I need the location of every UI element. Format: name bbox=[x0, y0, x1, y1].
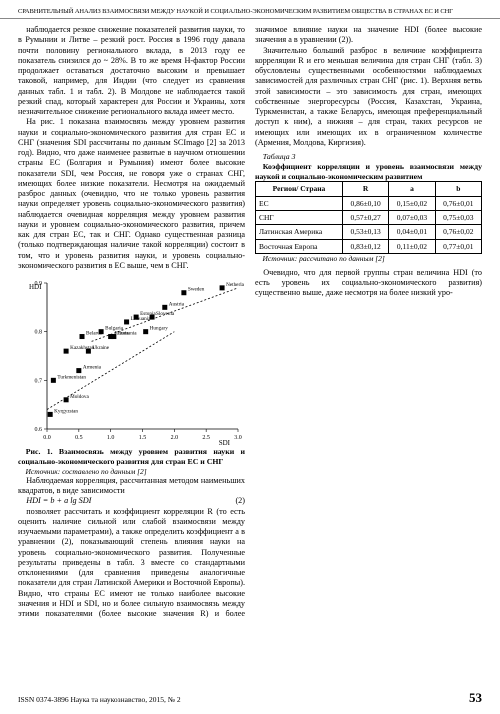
svg-text:Russia: Russia bbox=[115, 331, 130, 337]
paragraph-2: На рис. 1 показана взаимосвязь между уро… bbox=[18, 117, 245, 271]
svg-text:Armenia: Armenia bbox=[83, 365, 102, 371]
svg-text:1.0: 1.0 bbox=[107, 435, 115, 441]
table-cell: 0,11±0,02 bbox=[389, 239, 435, 253]
table-cell: 0,57±0,27 bbox=[342, 211, 388, 225]
svg-text:Sweden: Sweden bbox=[188, 287, 205, 293]
svg-text:SDI: SDI bbox=[219, 439, 231, 447]
table-header-cell: R bbox=[342, 182, 388, 196]
paragraph-1: наблюдается резкое снижение показателей … bbox=[18, 25, 245, 117]
table-cell: Латинская Америка bbox=[256, 225, 343, 239]
formula-number: (2) bbox=[227, 496, 245, 506]
svg-text:1.5: 1.5 bbox=[139, 435, 147, 441]
figure-1-chart: 0.00.51.01.52.02.53.00.60.70.80.9SDIHDIT… bbox=[19, 277, 244, 447]
table-cell: 0,07±0,03 bbox=[389, 211, 435, 225]
svg-text:0.7: 0.7 bbox=[35, 378, 43, 384]
table-cell: 0,76±0,01 bbox=[435, 196, 481, 210]
figure-1: 0.00.51.01.52.02.53.00.60.70.80.9SDIHDIT… bbox=[18, 277, 245, 476]
footer-issn: ISSN 0374-3896 Наука та наукознавство, 2… bbox=[18, 695, 181, 704]
table-cell: 0,53±0,13 bbox=[342, 225, 388, 239]
table-cell: СНГ bbox=[256, 211, 343, 225]
svg-text:Ukraine: Ukraine bbox=[92, 345, 109, 351]
svg-text:Kyrgyzstan: Kyrgyzstan bbox=[54, 409, 78, 415]
formula-2: HDI = b + a lg SDI (2) bbox=[18, 496, 245, 506]
table-3: Регион/ СтранаRabЕС0,86±0,100,15±0,020,7… bbox=[255, 181, 482, 254]
svg-text:Slovenia: Slovenia bbox=[156, 311, 175, 317]
table-cell: 0,04±0,01 bbox=[389, 225, 435, 239]
table-row: Латинская Америка0,53±0,130,04±0,010,76±… bbox=[256, 225, 482, 239]
svg-text:Turkmenistan: Turkmenistan bbox=[57, 374, 86, 380]
svg-text:Hungary: Hungary bbox=[150, 326, 169, 332]
content-columns: наблюдается резкое снижение показателей … bbox=[0, 19, 500, 639]
table-header-cell: Регион/ Страна bbox=[256, 182, 343, 196]
svg-text:2.0: 2.0 bbox=[171, 435, 179, 441]
table-cell: 0,77±0,01 bbox=[435, 239, 481, 253]
page-footer: ISSN 0374-3896 Наука та наукознавство, 2… bbox=[18, 690, 482, 706]
table-cell: 0,83±0,12 bbox=[342, 239, 388, 253]
table-3-source: Источник: рассчитано по данным [2] bbox=[255, 254, 482, 263]
svg-text:Kazakhstan: Kazakhstan bbox=[70, 345, 95, 351]
svg-text:0.8: 0.8 bbox=[35, 330, 43, 336]
table-cell: 0,15±0,02 bbox=[389, 196, 435, 210]
svg-text:HDI: HDI bbox=[29, 283, 42, 291]
svg-text:Austria: Austria bbox=[169, 301, 185, 307]
table-row: Восточная Европа0,83±0,120,11±0,020,77±0… bbox=[256, 239, 482, 253]
formula-text: HDI = b + a lg SDI bbox=[26, 496, 91, 505]
table-row: ЕС0,86±0,100,15±0,020,76±0,01 bbox=[256, 196, 482, 210]
svg-text:0.5: 0.5 bbox=[75, 435, 83, 441]
table-3-caption: Коэффициент корреляции и уровень взаимос… bbox=[255, 162, 482, 181]
svg-text:3.0: 3.0 bbox=[234, 435, 242, 441]
table-header-cell: b bbox=[435, 182, 481, 196]
paragraph-3: Наблюдаемая корреляция, рассчитанная мет… bbox=[18, 476, 245, 497]
table-3-block: Таблица 3 Коэффициент корреляции и урове… bbox=[255, 152, 482, 263]
svg-text:Netherlands: Netherlands bbox=[226, 282, 244, 288]
table-cell: 0,86±0,10 bbox=[342, 196, 388, 210]
svg-text:Moldova: Moldova bbox=[70, 394, 89, 400]
table-cell: Восточная Европа bbox=[256, 239, 343, 253]
table-cell: ЕС bbox=[256, 196, 343, 210]
table-cell: 0,76±0,02 bbox=[435, 225, 481, 239]
svg-text:2.5: 2.5 bbox=[202, 435, 210, 441]
svg-text:0.6: 0.6 bbox=[35, 427, 43, 433]
paragraph-6: Очевидно, что для первой группы стран ве… bbox=[255, 268, 482, 299]
table-cell: 0,75±0,03 bbox=[435, 211, 481, 225]
figure-1-source: Источник: составлено по данным [2] bbox=[18, 467, 245, 476]
figure-1-caption: Рис. 1. Взаимосвязь между уровнем развит… bbox=[18, 447, 245, 466]
table-header-cell: a bbox=[389, 182, 435, 196]
svg-text:0.0: 0.0 bbox=[43, 435, 51, 441]
page-header: СРАВНИТЕЛЬНЫЙ АНАЛИЗ ВЗАИМОСВЯЗИ МЕЖДУ Н… bbox=[0, 0, 500, 19]
table-3-number: Таблица 3 bbox=[255, 152, 482, 162]
table-row: СНГ0,57±0,270,07±0,030,75±0,03 bbox=[256, 211, 482, 225]
page-number: 53 bbox=[469, 690, 482, 706]
paragraph-5: Значительно больший разброс в величине к… bbox=[255, 46, 482, 149]
